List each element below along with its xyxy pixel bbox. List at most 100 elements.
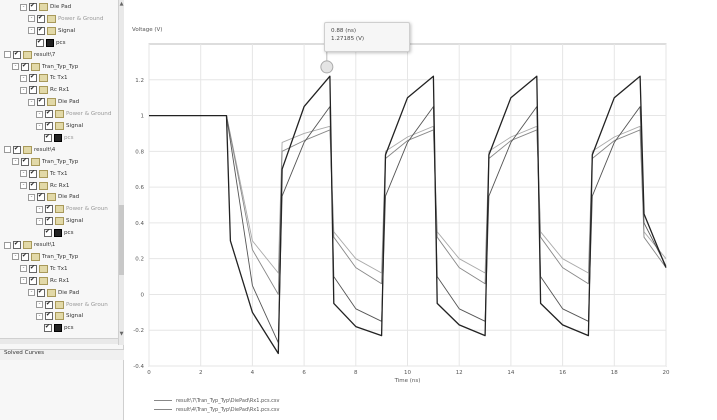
expand-toggle-icon[interactable]: - [28,98,35,106]
scroll-down-arrow-icon[interactable]: ▼ [119,331,124,337]
tree-folder-node[interactable]: - Die Pad [28,97,79,107]
tree-checkbox[interactable] [44,133,52,142]
tree-folder-node[interactable]: - Tc Tx1 [20,73,68,83]
tree-checkbox[interactable] [37,14,45,23]
tree-folder-node[interactable]: - Rc Rx1 [20,85,70,95]
folder-icon [31,252,40,261]
tree-result-node[interactable]: result\1 [4,240,55,250]
expand-toggle-icon[interactable]: - [36,217,43,225]
expand-toggle-icon[interactable]: - [12,158,19,166]
tree-folder-node[interactable]: - Power & Groun [36,300,108,310]
expand-toggle-icon[interactable]: - [28,27,35,35]
tree-checkbox[interactable] [45,216,53,226]
folder-icon [39,181,48,190]
legend-entry[interactable]: result\4\Tran_Typ_Typ\DiePad\Rx1.pcs.csv [154,405,279,414]
expand-toggle-icon[interactable]: - [28,15,35,23]
tree-checkbox[interactable] [36,38,44,47]
tree-checkbox[interactable] [37,192,45,202]
tree-folder-node[interactable]: - Die Pad [28,192,79,202]
signal-color-swatch-icon [54,324,62,333]
expand-toggle-icon[interactable] [4,51,11,59]
tree-folder-node[interactable]: - Signal [36,216,83,226]
tree-folder-node[interactable]: - Signal [28,26,75,36]
tree-checkbox[interactable] [45,311,53,321]
tree-folder-node[interactable]: - Die Pad [20,2,71,12]
expand-toggle-icon[interactable]: - [20,86,27,94]
tree-checkbox[interactable] [45,300,53,309]
tree-checkbox[interactable] [21,157,29,166]
tree-checkbox[interactable] [44,323,52,333]
tree-folder-node[interactable]: - Power & Ground [28,14,103,24]
tree-folder-node[interactable]: - Rc Rx1 [20,276,70,286]
x-tick-label: 18 [611,370,618,376]
expand-toggle-icon[interactable]: - [28,193,35,201]
tree-folder-node[interactable]: - Rc Rx1 [20,181,70,191]
expand-toggle-icon[interactable]: - [20,3,27,11]
tree-folder-node[interactable]: - Signal [36,311,83,321]
expand-toggle-icon[interactable]: - [36,122,43,130]
tree-signal-node[interactable]: pcs [44,323,74,333]
tree-folder-node[interactable]: - Signal [36,121,83,131]
tree-scroll-thumb[interactable] [119,205,124,275]
folder-icon [39,3,48,11]
expand-toggle-icon[interactable] [4,146,11,154]
solved-curves-tab[interactable]: Solved Curves [0,349,127,360]
expand-toggle-icon[interactable]: - [20,170,27,178]
tree-checkbox[interactable] [45,121,53,130]
x-tick-label: 14 [507,370,514,376]
tree-checkbox[interactable] [21,62,29,71]
expand-toggle-icon[interactable]: - [12,63,19,70]
tree-vertical-scrollbar[interactable]: ▲ ▼ [118,0,124,345]
expand-toggle-icon[interactable]: - [28,289,35,297]
tree-checkbox[interactable] [29,85,37,95]
legend-entry[interactable]: result\7\Tran_Typ_Typ\DiePad\Rx1.pcs.csv [154,396,279,405]
tree-checkbox[interactable] [29,276,37,285]
expand-toggle-icon[interactable]: - [20,74,27,82]
tree-signal-node[interactable]: pcs [44,228,74,238]
tree-checkbox[interactable] [37,97,45,107]
tree-horizontal-scrollbar[interactable] [0,338,118,344]
tree-checkbox[interactable] [44,228,52,238]
tree-folder-node[interactable]: - Power & Groun [36,204,108,214]
tree-checkbox[interactable] [21,252,29,261]
tree-checkbox[interactable] [29,169,37,178]
tree-folder-node[interactable]: - Tran_Typ_Typ [12,157,78,167]
tree-folder-node[interactable]: - Power & Ground [36,109,111,119]
expand-toggle-icon[interactable]: - [12,253,19,261]
tree-checkbox[interactable] [13,50,21,59]
tree-folder-node[interactable]: - Tc Tx1 [20,169,68,179]
tree-node-label: pcs [64,325,74,332]
tooltip-time-value: 0.88 (ns) [331,28,357,34]
expand-toggle-icon[interactable]: - [36,205,43,213]
tree-checkbox[interactable] [29,2,37,11]
tree-checkbox[interactable] [13,240,21,249]
tree-checkbox[interactable] [37,26,45,35]
tree-folder-node[interactable]: - Die Pad [28,288,79,298]
expand-toggle-icon[interactable]: - [20,182,27,189]
tree-checkbox[interactable] [45,109,53,119]
folder-icon [55,300,64,309]
tree-result-node[interactable]: result\7 [4,50,55,60]
expand-toggle-icon[interactable]: - [36,312,43,320]
expand-toggle-icon[interactable]: - [20,265,27,273]
tree-checkbox[interactable] [29,73,37,83]
expand-toggle-icon[interactable]: - [20,277,27,285]
tree-signal-node[interactable]: pcs [36,38,66,48]
expand-toggle-icon[interactable]: - [36,301,43,308]
expand-toggle-icon[interactable] [4,241,11,249]
tree-checkbox[interactable] [29,264,37,273]
folder-icon [31,62,40,71]
scroll-up-arrow-icon[interactable]: ▲ [119,1,124,7]
expand-toggle-icon[interactable]: - [36,110,43,118]
tree-folder-node[interactable]: - Tc Tx1 [20,264,68,274]
tree-checkbox[interactable] [29,181,37,190]
tree-checkbox[interactable] [13,145,21,154]
tree-node-label: Die Pad [58,99,80,106]
tree-checkbox[interactable] [45,204,53,214]
tree-folder-node[interactable]: - Tran_Typ_Typ [12,62,78,72]
tree-folder-node[interactable]: - Tran_Typ_Typ [12,252,78,262]
tree-result-node[interactable]: result\4 [4,145,55,155]
waveform-chart-area[interactable]: 0 2 4 6 8 10 12 14 16 18 20 -0.4 -0.2 0 0.2 0.4 0.6 0.8 1 1… [124,0,717,420]
tree-signal-node[interactable]: pcs [44,133,74,143]
tree-checkbox[interactable] [37,288,45,297]
